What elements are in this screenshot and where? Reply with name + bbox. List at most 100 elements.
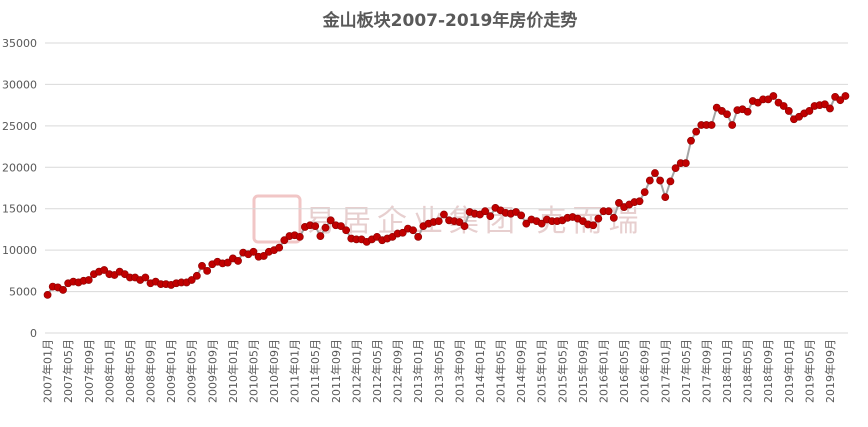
marker: [440, 210, 448, 219]
marker: [337, 222, 345, 231]
x-tick-label: 2009年09月: [205, 339, 219, 403]
marker: [141, 273, 150, 282]
x-tick-label: 2008年09月: [144, 339, 158, 403]
x-tick-label: 2019年01月: [782, 339, 796, 403]
marker: [656, 176, 665, 185]
marker: [100, 266, 109, 274]
x-tick-label: 2017年01月: [658, 339, 672, 403]
y-tick-label: 5000: [9, 286, 37, 299]
x-tick-label: 2011年09月: [329, 339, 343, 403]
marker: [326, 216, 335, 225]
x-tick-label: 2017年05月: [679, 339, 693, 403]
marker: [455, 218, 464, 226]
marker: [517, 211, 526, 220]
x-tick-label: 2013年01月: [411, 339, 425, 403]
marker: [192, 271, 201, 280]
marker: [707, 121, 716, 129]
marker: [342, 226, 351, 235]
x-tick-label: 2011年05月: [308, 339, 322, 403]
y-tick-label: 25000: [2, 120, 37, 133]
x-tick-label: 2018年09月: [761, 339, 775, 403]
marker: [316, 232, 325, 240]
marker: [259, 252, 268, 260]
x-tick-label: 2008年05月: [123, 339, 137, 403]
marker: [234, 257, 242, 265]
marker: [836, 96, 845, 105]
marker: [59, 286, 67, 294]
marker: [604, 207, 613, 216]
marker: [779, 102, 788, 110]
marker: [692, 127, 701, 136]
marker: [784, 107, 793, 115]
marker: [280, 236, 289, 245]
marker: [687, 136, 695, 145]
marker: [321, 223, 330, 232]
marker: [723, 110, 731, 119]
x-tick-label: 2019年05月: [802, 339, 816, 403]
marker: [671, 164, 680, 173]
x-tick-label: 2013年05月: [432, 339, 446, 403]
x-tick-label: 2014年09月: [514, 339, 528, 403]
marker: [820, 100, 829, 109]
x-tick-label: 2008年01月: [102, 339, 116, 403]
marker: [661, 193, 670, 202]
y-tick-label: 35000: [2, 37, 37, 50]
marker: [651, 169, 659, 177]
y-tick-label: 0: [30, 327, 37, 340]
marker: [84, 276, 93, 284]
x-tick-label: 2018年01月: [720, 339, 734, 403]
marker: [460, 222, 469, 231]
marker: [681, 159, 690, 168]
x-tick-label: 2009年05月: [185, 339, 199, 403]
y-tick-label: 20000: [2, 161, 37, 174]
x-tick-label: 2007年05月: [61, 339, 75, 403]
marker: [728, 121, 737, 129]
x-tick-label: 2012年01月: [349, 339, 363, 403]
marker: [311, 222, 320, 231]
x-tick-label: 2014年05月: [494, 339, 508, 403]
marker: [275, 243, 284, 252]
x-tick-label: 2010年09月: [267, 339, 281, 403]
x-tick-label: 2019年09月: [823, 339, 837, 403]
x-tick-label: 2016年01月: [596, 339, 610, 403]
x-tick-label: 2011年01月: [288, 339, 302, 403]
marker: [635, 197, 644, 206]
chart-title: 金山板块2007-2019年房价走势: [322, 10, 578, 31]
marker: [409, 226, 417, 235]
marker: [522, 219, 531, 228]
marker: [594, 214, 603, 223]
marker: [481, 207, 490, 216]
x-tick-label: 2013年09月: [452, 339, 466, 403]
marker: [615, 199, 623, 207]
x-tick-label: 2017年09月: [699, 339, 713, 403]
x-tick-label: 2010年05月: [246, 339, 260, 403]
watermark-logo: [252, 194, 302, 244]
marker: [198, 261, 206, 270]
marker: [841, 92, 850, 100]
x-tick-label: 2010年01月: [226, 339, 240, 403]
marker: [295, 232, 304, 241]
marker: [640, 188, 649, 197]
marker: [43, 290, 52, 299]
x-tick-label: 2009年01月: [164, 339, 178, 403]
marker: [486, 212, 495, 221]
marker: [769, 92, 778, 100]
marker: [187, 276, 196, 284]
x-tick-label: 2016年09月: [638, 339, 652, 403]
x-tick-label: 2015年01月: [535, 339, 549, 403]
x-tick-label: 2018年05月: [741, 339, 755, 403]
marker: [434, 217, 443, 226]
marker: [645, 176, 654, 185]
marker: [203, 266, 212, 275]
x-tick-label: 2015年09月: [576, 339, 590, 403]
marker: [826, 104, 834, 113]
marker: [743, 107, 752, 116]
x-tick-label: 2012年09月: [391, 339, 405, 403]
marker: [249, 247, 258, 256]
x-tick-label: 2016年05月: [617, 339, 631, 403]
marker: [589, 221, 598, 230]
x-tick-label: 2012年05月: [370, 339, 384, 403]
x-tick-label: 2015年05月: [555, 339, 569, 403]
y-tick-label: 15000: [2, 203, 37, 216]
